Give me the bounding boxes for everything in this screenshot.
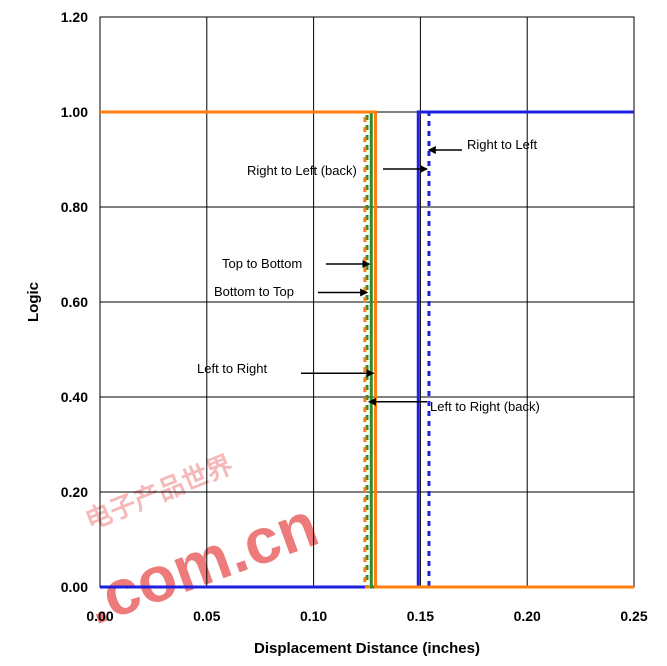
y-axis-title: Logic xyxy=(25,282,42,322)
y-tick-label: 0.80 xyxy=(61,199,88,215)
x-tick-label: 0.20 xyxy=(514,608,541,624)
y-tick-label: 1.20 xyxy=(61,9,88,25)
annotation: Bottom to Top xyxy=(214,284,369,299)
annotation: Left to Right xyxy=(197,361,375,378)
tick-labels: 0.00 0.05 0.10 0.15 0.20 0.25 0.00 0.20 0.40 0.60… xyxy=(61,9,648,624)
series-line xyxy=(100,110,634,589)
y-tick-label: 0.20 xyxy=(61,484,88,500)
annotation: Right to Left xyxy=(427,137,537,154)
y-tick-label: 0.60 xyxy=(61,294,88,310)
annotation-label: Right to Left (back) xyxy=(247,163,357,178)
annotation-label: Bottom to Top xyxy=(214,284,294,299)
x-tick-label: 0.00 xyxy=(86,608,113,624)
annotation: Right to Left (back) xyxy=(247,163,428,178)
annotations: Right to Left Right to Left (back) Top to … xyxy=(197,137,540,414)
series-line xyxy=(100,110,634,589)
annotation-label: Left to Right (back) xyxy=(430,399,540,414)
grid xyxy=(99,16,635,588)
y-tick-label: 0.40 xyxy=(61,389,88,405)
x-axis-title: Displacement Distance (inches) xyxy=(254,640,480,657)
annotation-label: Top to Bottom xyxy=(222,256,302,271)
series-line xyxy=(100,110,634,589)
x-tick-label: 0.05 xyxy=(193,608,220,624)
x-tick-label: 0.25 xyxy=(620,608,647,624)
annotation-label: Left to Right xyxy=(197,361,267,376)
x-tick-label: 0.15 xyxy=(407,608,434,624)
annotation-label: Right to Left xyxy=(467,137,537,152)
y-tick-label: 0.00 xyxy=(61,579,88,595)
annotation: Top to Bottom xyxy=(222,256,371,271)
x-tick-label: 0.10 xyxy=(300,608,327,624)
y-tick-label: 1.00 xyxy=(61,104,88,120)
series-layer xyxy=(100,110,634,589)
series-line xyxy=(100,110,634,589)
annotation: Left to Right (back) xyxy=(368,397,540,414)
